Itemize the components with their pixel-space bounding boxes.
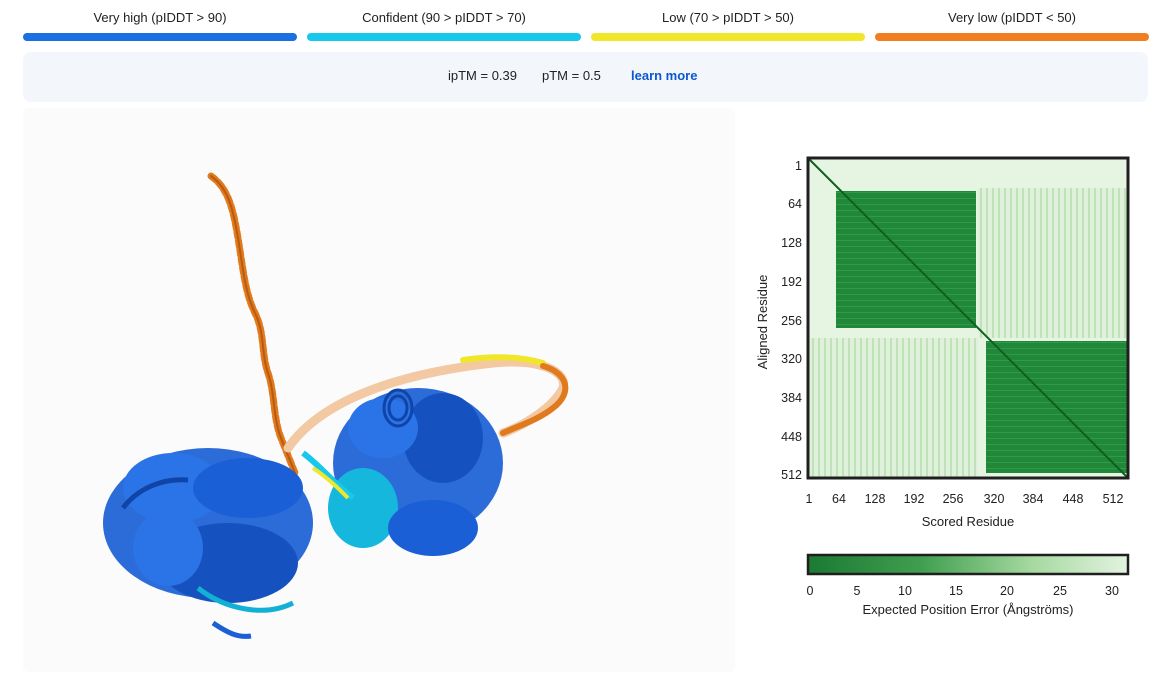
colorbar-tick-label: 25 [1053,584,1067,598]
colorbar-tick-label: 5 [854,584,861,598]
x-axis-title: Scored Residue [922,514,1015,529]
colorbar-tick-label: 10 [898,584,912,598]
colorbar-tick-label: 0 [807,584,814,598]
colorbar-tick-label: 30 [1105,584,1119,598]
x-tick-label: 128 [865,492,886,506]
y-tick-label: 448 [781,430,802,444]
y-axis-title: Aligned Residue [755,275,770,370]
iptm-value: ipTM = 0.39 [448,68,518,83]
colorbar-title: Expected Position Error (Ångströms) [863,602,1074,617]
x-tick-label: 1 [806,492,813,506]
metrics-panel: ipTM = 0.39 pTM = 0.5 learn more [23,52,1148,102]
legend-very-high-bar [23,33,297,41]
y-tick-label: 384 [781,391,802,405]
legend-confident-bar [307,33,581,41]
legend-very-low-bar [875,33,1149,41]
ptm-value: pTM = 0.5 [542,68,601,83]
plddt-legend: Very high (pIDDT > 90) Confident (90 > p… [0,0,1152,50]
x-tick-label: 512 [1103,492,1124,506]
x-tick-label: 448 [1063,492,1084,506]
y-tick-label: 64 [788,197,802,211]
legend-low-label: Low (70 > pIDDT > 50) [662,10,794,25]
protein-structure-render[interactable] [23,108,735,672]
x-tick-label: 192 [904,492,925,506]
pae-plot: 1 64 128 192 256 320 384 448 512 1 64 12… [740,108,1152,686]
y-tick-label: 256 [781,314,802,328]
y-tick-label: 320 [781,352,802,366]
colorbar-tick-label: 15 [949,584,963,598]
legend-very-high: Very high (pIDDT > 90) [23,0,297,44]
legend-low-bar [591,33,865,41]
colorbar-tick-label: 20 [1000,584,1014,598]
legend-very-low: Very low (pIDDT < 50) [875,0,1149,44]
legend-confident-label: Confident (90 > pIDDT > 70) [362,10,526,25]
colorbar [806,553,1130,576]
learn-more-link[interactable]: learn more [631,68,698,83]
pae-heatmap [806,156,1130,480]
y-tick-label: 128 [781,236,802,250]
structure-viewer[interactable] [23,108,735,672]
legend-low: Low (70 > pIDDT > 50) [591,0,865,44]
y-tick-label: 192 [781,275,802,289]
x-tick-label: 320 [984,492,1005,506]
x-tick-label: 384 [1023,492,1044,506]
y-tick-label: 1 [795,159,802,173]
x-tick-label: 64 [832,492,846,506]
legend-very-low-label: Very low (pIDDT < 50) [947,10,1076,25]
y-tick-label: 512 [781,468,802,482]
legend-confident: Confident (90 > pIDDT > 70) [307,0,581,44]
x-tick-label: 256 [943,492,964,506]
legend-very-high-label: Very high (pIDDT > 90) [93,10,227,25]
